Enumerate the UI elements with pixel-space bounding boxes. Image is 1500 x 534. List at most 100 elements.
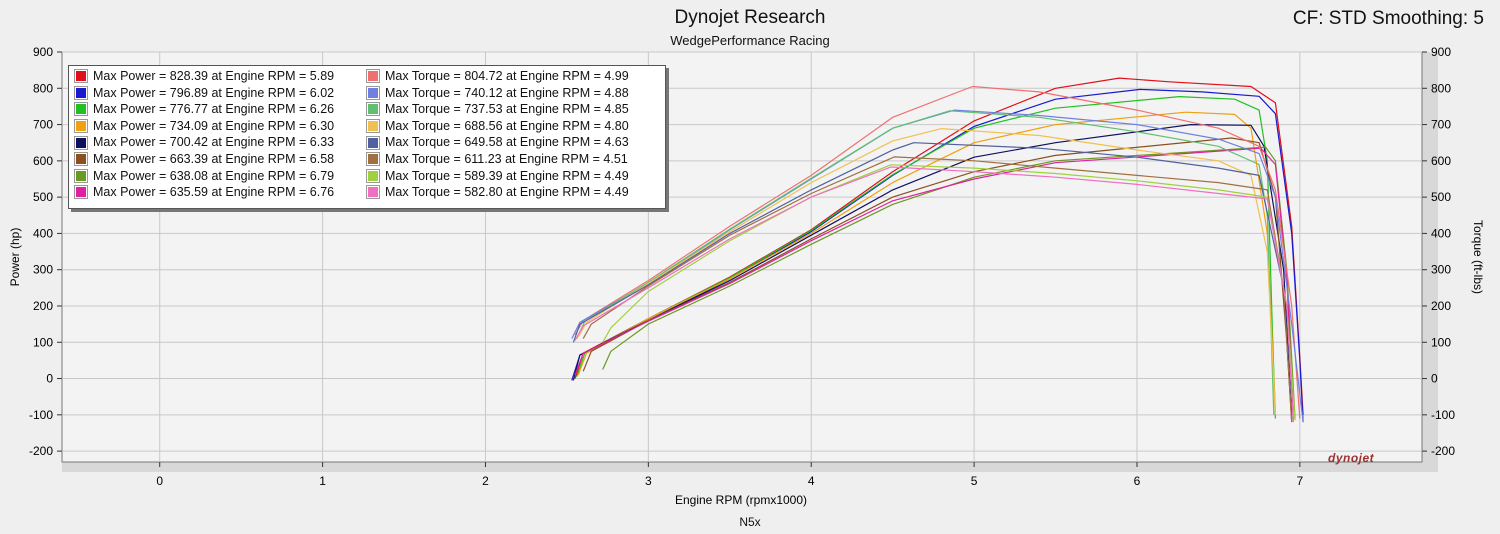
- legend-power-column: Max Power = 828.39 at Engine RPM = 5.89 M…: [74, 68, 335, 201]
- legend-power-swatch: [74, 185, 88, 200]
- legend-power-text: Max Power = 638.08 at Engine RPM = 6.79: [93, 168, 335, 183]
- chart-title: Dynojet Research: [674, 7, 826, 28]
- y-tick-label-right: 800: [1431, 81, 1451, 95]
- legend-power-text: Max Power = 663.39 at Engine RPM = 6.58: [93, 151, 335, 166]
- y-axis-label-right: Torque (ft-lbs): [1471, 220, 1485, 294]
- legend-power-text: Max Power = 734.09 at Engine RPM = 6.30: [93, 118, 335, 133]
- legend-torque-text: Max Torque = 804.72 at Engine RPM = 4.99: [385, 69, 629, 83]
- y-tick-label-right: 400: [1431, 226, 1451, 240]
- torque-series-line: [576, 110, 1275, 415]
- y-tick-label-right: 500: [1431, 190, 1451, 204]
- legend-power-text: Max Power = 635.59 at Engine RPM = 6.76: [93, 185, 335, 200]
- x-tick-label: 1: [319, 474, 326, 488]
- correction-factor-label: CF: STD Smoothing: 5: [1292, 8, 1484, 29]
- y-tick-label-left: 700: [33, 118, 53, 132]
- legend: Max Power = 828.39 at Engine RPM = 5.89 M…: [68, 65, 666, 209]
- legend-power-entry: Max Power = 638.08 at Engine RPM = 6.79: [74, 168, 335, 185]
- legend-torque-entry: Max Torque = 611.23 at Engine RPM = 4.51: [366, 151, 629, 168]
- legend-torque-entry: Max Torque = 804.72 at Engine RPM = 4.99: [366, 68, 629, 85]
- legend-power-entry: Max Power = 796.89 at Engine RPM = 6.02: [74, 85, 335, 102]
- legend-power-entry: Max Power = 635.59 at Engine RPM = 6.76: [74, 184, 335, 201]
- y-tick-label-left: -100: [29, 408, 53, 422]
- legend-torque-text: Max Torque = 740.12 at Engine RPM = 4.88: [385, 85, 629, 100]
- legend-power-swatch: [74, 119, 88, 134]
- y-tick-label-left: 900: [33, 45, 53, 59]
- x-tick-label: 4: [808, 474, 815, 488]
- y-tick-label-right: 300: [1431, 263, 1451, 277]
- legend-power-entry: Max Power = 700.42 at Engine RPM = 6.33: [74, 134, 335, 151]
- legend-torque-swatch: [366, 135, 380, 150]
- y-tick-label-left: 400: [33, 226, 53, 240]
- legend-torque-entry: Max Torque = 582.80 at Engine RPM = 4.49: [366, 184, 629, 201]
- legend-torque-entry: Max Torque = 737.53 at Engine RPM = 4.85: [366, 101, 629, 118]
- x-tick-label: 7: [1297, 474, 1304, 488]
- legend-power-entry: Max Power = 776.77 at Engine RPM = 6.26: [74, 101, 335, 118]
- power-series-line: [577, 111, 1276, 412]
- legend-power-entry: Max Power = 828.39 at Engine RPM = 5.89: [74, 68, 335, 85]
- chart-subtitle: WedgePerformance Racing: [670, 33, 830, 48]
- y-tick-label-left: 300: [33, 263, 53, 277]
- y-tick-label-left: 200: [33, 299, 53, 313]
- y-tick-label-right: 700: [1431, 118, 1451, 132]
- legend-power-text: Max Power = 776.77 at Engine RPM = 6.26: [93, 102, 335, 117]
- legend-torque-swatch: [366, 168, 380, 183]
- axis-ticks: 0 1 2 3 4 5 6 7 -200 -200 -100 -100 0 0 100 100 200 200 30…: [29, 45, 1455, 488]
- y-tick-label-right: 0: [1431, 372, 1438, 386]
- power-series-line: [574, 147, 1294, 421]
- legend-torque-text: Max Torque = 688.56 at Engine RPM = 4.80: [385, 118, 629, 133]
- legend-power-entry: Max Power = 663.39 at Engine RPM = 6.58: [74, 151, 335, 168]
- legend-power-swatch: [74, 69, 88, 84]
- y-tick-label-right: 200: [1431, 299, 1451, 313]
- legend-torque-swatch: [366, 185, 380, 200]
- x-tick-label: 3: [645, 474, 652, 488]
- legend-torque-swatch: [366, 69, 380, 84]
- series-group: [571, 77, 1304, 423]
- y-tick-label-left: 100: [33, 335, 53, 349]
- legend-torque-text: Max Torque = 611.23 at Engine RPM = 4.51: [385, 151, 628, 166]
- legend-torque-swatch: [366, 102, 380, 117]
- legend-power-text: Max Power = 700.42 at Engine RPM = 6.33: [93, 135, 335, 150]
- legend-torque-text: Max Torque = 737.53 at Engine RPM = 4.85: [385, 102, 629, 117]
- legend-torque-swatch: [366, 119, 380, 134]
- legend-torque-text: Max Torque = 649.58 at Engine RPM = 4.63: [385, 135, 629, 150]
- y-tick-label-right: 100: [1431, 335, 1451, 349]
- legend-torque-entry: Max Torque = 649.58 at Engine RPM = 4.63: [366, 134, 629, 151]
- legend-torque-text: Max Torque = 582.80 at Engine RPM = 4.49: [385, 185, 629, 200]
- y-tick-label-right: 900: [1431, 45, 1451, 59]
- legend-power-swatch: [74, 152, 88, 167]
- legend-torque-entry: Max Torque = 688.56 at Engine RPM = 4.80: [366, 118, 629, 135]
- legend-power-text: Max Power = 828.39 at Engine RPM = 5.89: [93, 69, 335, 83]
- torque-series-line: [574, 85, 1301, 419]
- legend-torque-swatch: [366, 152, 380, 167]
- legend-power-swatch: [74, 102, 88, 117]
- legend-torque-swatch: [366, 85, 380, 100]
- y-tick-label-left: 0: [46, 372, 53, 386]
- legend-power-swatch: [74, 85, 88, 100]
- x-tick-label: 0: [156, 474, 163, 488]
- y-tick-label-left: -200: [29, 444, 53, 458]
- y-tick-label-right: -200: [1431, 444, 1455, 458]
- x-tick-label: 6: [1134, 474, 1141, 488]
- legend-torque-column: Max Torque = 804.72 at Engine RPM = 4.99…: [366, 68, 629, 201]
- legend-power-entry: Max Power = 734.09 at Engine RPM = 6.30: [74, 118, 335, 135]
- legend-torque-entry: Max Torque = 740.12 at Engine RPM = 4.88: [366, 85, 629, 102]
- x-tick-label: 5: [971, 474, 978, 488]
- y-axis-label-left: Power (hp): [8, 228, 22, 287]
- x-tick-label: 2: [482, 474, 489, 488]
- torque-series-line: [572, 142, 1293, 419]
- torque-series-line: [602, 164, 1296, 421]
- y-tick-label-right: 600: [1431, 154, 1451, 168]
- legend-power-swatch: [74, 168, 88, 183]
- y-tick-label-left: 600: [33, 154, 53, 168]
- torque-series-line: [577, 128, 1276, 415]
- legend-torque-text: Max Torque = 589.39 at Engine RPM = 4.49: [385, 168, 629, 183]
- torque-series-line: [574, 166, 1294, 423]
- y-tick-label-left: 500: [33, 190, 53, 204]
- y-tick-label-left: 800: [33, 81, 53, 95]
- y-tick-label-right: -100: [1431, 408, 1455, 422]
- dynojet-logo: dynojet: [1328, 451, 1375, 465]
- torque-series-line: [582, 156, 1293, 423]
- x-axis-label: Engine RPM (rpmx1000): [675, 493, 807, 507]
- legend-torque-entry: Max Torque = 589.39 at Engine RPM = 4.49: [366, 168, 629, 185]
- legend-power-text: Max Power = 796.89 at Engine RPM = 6.02: [93, 85, 335, 100]
